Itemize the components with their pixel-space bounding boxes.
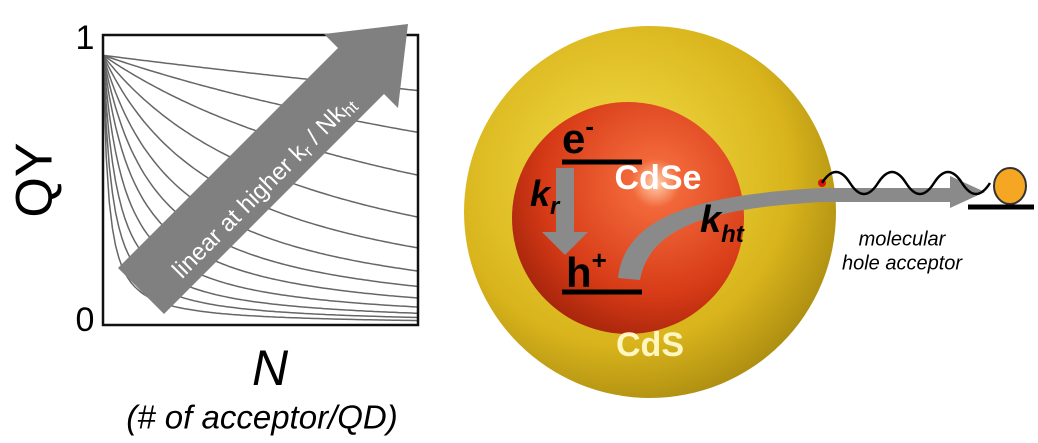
electron-label: e- bbox=[562, 111, 594, 162]
x-axis-sublabel: (# of acceptor/QD) bbox=[126, 399, 397, 436]
y-top-label: 1 bbox=[76, 19, 95, 57]
acceptor-label-1: molecular bbox=[859, 228, 947, 250]
core-label: CdSe bbox=[615, 159, 702, 197]
y-bottom-label: 0 bbox=[76, 301, 95, 339]
shell-label: CdS bbox=[616, 326, 684, 364]
trend-arrow bbox=[118, 24, 408, 314]
y-axis-label: QY bbox=[6, 142, 64, 217]
hole-transfer-arrow bbox=[618, 176, 985, 280]
acceptor-molecule bbox=[993, 167, 1027, 205]
hole-label: h+ bbox=[566, 245, 607, 296]
decay-curve bbox=[102, 55, 419, 299]
decay-curve bbox=[102, 54, 419, 134]
x-axis-label: N bbox=[252, 340, 289, 396]
kr-label: kr bbox=[530, 173, 561, 221]
recombination-arrow bbox=[542, 168, 588, 255]
linker-chain bbox=[820, 170, 992, 196]
decay-curve bbox=[102, 55, 419, 288]
acceptor-label-2: hole acceptor bbox=[842, 252, 963, 274]
kht-label: kht bbox=[700, 199, 745, 248]
decay-curve bbox=[102, 55, 419, 272]
plot-frame bbox=[101, 33, 420, 327]
